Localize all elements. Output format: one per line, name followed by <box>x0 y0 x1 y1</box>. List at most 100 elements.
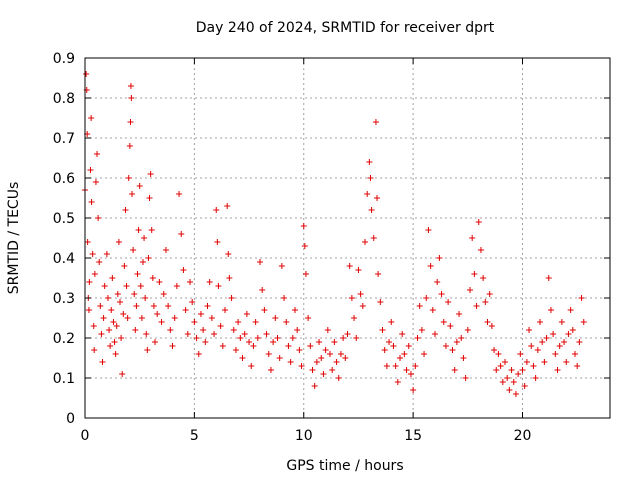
data-point <box>270 339 277 345</box>
data-point <box>261 307 268 313</box>
data-point <box>412 363 419 369</box>
data-point <box>397 355 403 361</box>
data-point <box>85 307 92 313</box>
data-point <box>301 243 308 249</box>
data-point <box>348 295 355 301</box>
data-point <box>480 275 487 281</box>
data-point <box>337 351 344 357</box>
data-point <box>567 307 574 313</box>
data-point <box>97 303 104 309</box>
data-point <box>132 327 139 333</box>
data-point <box>410 387 417 393</box>
data-point <box>440 319 447 325</box>
data-point <box>532 375 539 381</box>
data-point <box>362 239 368 245</box>
data-point <box>569 327 576 333</box>
data-point <box>429 307 436 313</box>
data-point <box>394 379 401 385</box>
data-point <box>464 327 471 333</box>
data-point <box>83 71 90 77</box>
data-point <box>143 331 150 337</box>
data-point <box>131 291 138 297</box>
data-point <box>128 95 135 101</box>
data-point <box>104 295 111 301</box>
data-point <box>122 207 129 213</box>
data-point <box>534 347 541 353</box>
data-point <box>217 323 224 329</box>
y-tick-label: 0.2 <box>53 331 75 347</box>
data-point <box>359 303 366 309</box>
data-point <box>96 259 103 265</box>
data-point <box>432 331 438 337</box>
data-point <box>121 263 128 269</box>
data-point <box>90 323 97 329</box>
data-point <box>484 319 491 325</box>
x-tick-label: 10 <box>295 428 313 444</box>
data-point <box>169 343 176 349</box>
data-point <box>561 339 568 345</box>
data-point <box>368 207 375 213</box>
data-point <box>150 303 157 309</box>
data-point <box>123 283 130 289</box>
data-point <box>224 203 231 209</box>
data-point <box>521 383 528 389</box>
data-point <box>388 319 395 325</box>
x-tick-label: 0 <box>81 428 90 444</box>
data-point <box>477 247 484 253</box>
data-point <box>248 363 255 369</box>
data-point <box>344 331 351 337</box>
data-point <box>436 255 443 261</box>
data-point <box>148 227 155 233</box>
data-point <box>160 291 167 297</box>
data-point <box>187 279 193 285</box>
data-point <box>225 251 232 257</box>
data-point <box>263 331 270 337</box>
data-point <box>401 351 408 357</box>
y-axis-label: SRMTID / TECUs <box>6 182 22 295</box>
data-point <box>346 263 353 269</box>
data-point <box>550 331 557 337</box>
data-point <box>165 303 172 309</box>
data-point <box>495 351 502 357</box>
data-point <box>445 299 452 305</box>
data-point <box>504 375 511 381</box>
data-point <box>425 227 432 233</box>
data-point <box>366 159 373 165</box>
data-point <box>127 119 134 125</box>
data-point <box>572 351 578 357</box>
data-point <box>206 279 213 285</box>
data-point <box>156 279 163 285</box>
data-point <box>558 319 565 325</box>
data-point <box>403 367 410 373</box>
data-point <box>563 359 570 365</box>
data-point <box>162 247 169 253</box>
data-point <box>399 331 406 337</box>
data-point <box>460 355 467 361</box>
data-point <box>110 319 117 325</box>
data-point <box>226 275 233 281</box>
data-point <box>126 143 133 149</box>
data-point <box>355 267 362 273</box>
data-point <box>193 335 200 341</box>
x-tick-label: 5 <box>190 428 199 444</box>
data-point <box>191 319 198 325</box>
data-point <box>285 343 292 349</box>
data-point <box>313 359 320 365</box>
data-point <box>324 327 331 333</box>
data-point <box>427 263 434 269</box>
data-point <box>146 195 153 201</box>
data-point <box>462 375 469 381</box>
data-point <box>91 271 98 277</box>
data-point <box>497 363 504 369</box>
data-point <box>318 355 325 361</box>
y-tick-label: 0.9 <box>53 51 75 67</box>
data-point <box>473 303 480 309</box>
data-point <box>381 347 388 353</box>
data-point <box>486 291 493 297</box>
data-point <box>418 327 425 333</box>
data-point <box>184 331 191 337</box>
data-point <box>374 195 381 201</box>
data-point <box>289 335 296 341</box>
data-point <box>287 359 294 365</box>
